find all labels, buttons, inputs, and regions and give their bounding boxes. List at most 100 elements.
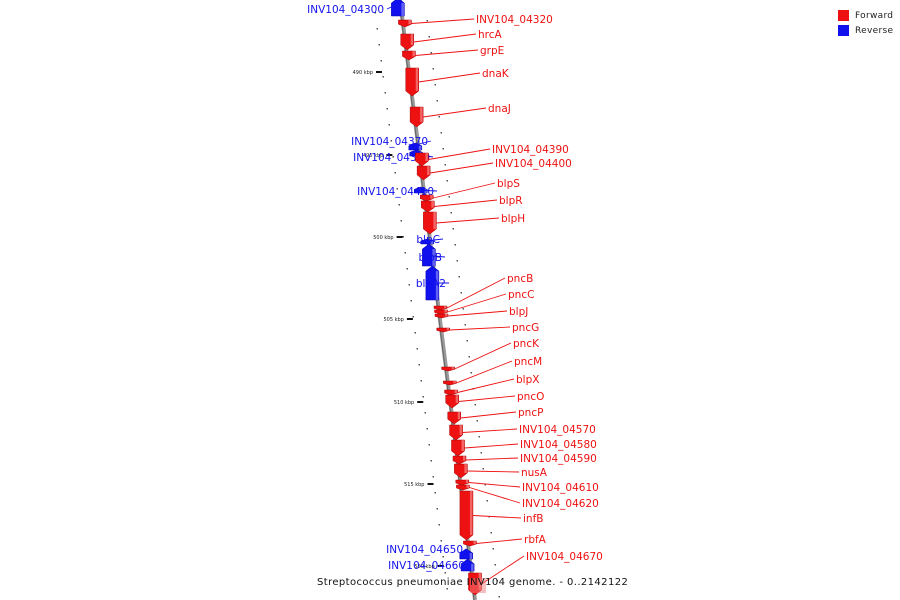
track-tick (490, 532, 492, 534)
scale-label: 515 kbp (404, 482, 424, 488)
gene-arrow (420, 194, 434, 202)
gene-arrow (445, 394, 459, 409)
track-tick (464, 324, 466, 326)
track-tick (446, 588, 448, 590)
track-tick (414, 332, 416, 334)
scale-label: 490 kbp (353, 70, 373, 76)
gene-leader-line (459, 548, 467, 555)
gene-arrow-shade (430, 241, 434, 244)
gene-leader-line (420, 238, 444, 242)
gene-arrow (434, 309, 448, 315)
gene-label: pncB (507, 273, 533, 285)
track-tick (474, 404, 476, 406)
gene-label: rbfA (524, 534, 547, 546)
track-tick (436, 100, 438, 102)
track-tick (462, 308, 464, 310)
gene-leader-line (476, 538, 523, 544)
gene-arrow-shade (466, 485, 469, 488)
track-tick (382, 76, 384, 78)
gene-arrow-shade (433, 212, 436, 229)
track-tick (444, 164, 446, 166)
gene-arrow-shade (459, 425, 463, 435)
gene-arrow-shade (457, 412, 461, 420)
track-tick (442, 148, 444, 150)
gene-arrow-shade (431, 201, 434, 208)
gene-label: INV104_04400 (495, 158, 572, 170)
track-tick (402, 236, 404, 238)
track-tick (494, 564, 496, 566)
track-tick (432, 68, 434, 70)
gene-arrow-shade (430, 195, 433, 199)
legend-reverse-label: Reverse (855, 25, 894, 36)
gene-arrow (415, 152, 429, 167)
gene-arrow (433, 305, 448, 311)
track-tick (498, 596, 500, 598)
gene-arrow (422, 243, 436, 267)
gene-label: pncP (518, 407, 543, 419)
legend: Forward Reverse (838, 8, 893, 38)
track-tick (482, 468, 484, 470)
gene-arrow-shade (446, 328, 450, 331)
gene-leader-line (428, 148, 491, 160)
gene-arrow-shade (427, 166, 430, 175)
gene-arrow-shade (451, 367, 455, 370)
gene-arrow-shade (415, 68, 419, 91)
track-tick (450, 212, 452, 214)
gene-leader-line (469, 487, 521, 504)
gene-leader-line (423, 107, 487, 118)
gene-leader-line (411, 18, 475, 24)
gene-arrow (452, 455, 467, 465)
scale-label: 510 kbp (394, 400, 414, 406)
gene-arrow-shade (453, 381, 456, 384)
track-tick (438, 524, 440, 526)
gene-label: hrcA (478, 29, 503, 41)
track-tick (468, 356, 470, 358)
track-tick (428, 36, 430, 38)
track-tick (476, 420, 478, 422)
gene-arrow (391, 0, 405, 17)
gene-leader-line (430, 162, 494, 174)
gene-leader-line (449, 326, 511, 331)
gene-leader-line (386, 6, 392, 10)
gene-arrow-shade (424, 189, 427, 193)
gene-arrow-shade (444, 306, 447, 309)
gene-leader-line (462, 428, 518, 433)
track-tick (378, 44, 380, 46)
track-tick (430, 460, 432, 462)
track-tick (426, 20, 428, 22)
gene-arrow (402, 50, 416, 61)
track-tick (486, 500, 488, 502)
track-tick (384, 92, 386, 94)
track-tick (432, 476, 434, 478)
track-tick (438, 116, 440, 118)
track-tick (394, 172, 396, 174)
gene-label: blpA2 (416, 278, 446, 290)
gene-arrow-shade (463, 456, 466, 461)
track-tick (440, 132, 442, 134)
gene-label: dnaK (482, 68, 510, 80)
gene-label: INV104_04410 (357, 186, 434, 198)
gene-arrow-shade (473, 541, 476, 544)
track-tick (386, 108, 388, 110)
track-tick (426, 428, 428, 430)
gene-leader-line (418, 72, 481, 83)
track-tick (400, 220, 402, 222)
gene-leader-line (422, 254, 446, 258)
track-tick (374, 12, 376, 14)
gene-label: INV104_04380 (353, 152, 430, 164)
gene-label: INV104_04300 (307, 4, 384, 16)
gene-arrow-shade (445, 314, 448, 317)
track-tick (442, 556, 444, 558)
track-tick (460, 292, 462, 294)
gene-arrow (421, 200, 435, 213)
track-tick (422, 396, 424, 398)
gene-label: INV104_04570 (519, 424, 596, 436)
gene-label: INV104_04670 (526, 551, 603, 563)
track-tick (458, 276, 460, 278)
track-tick (430, 52, 432, 54)
scale-label: 495 kbp (363, 153, 383, 159)
gene-label: blpX (516, 374, 539, 386)
gene-label: INV104_04370 (351, 136, 428, 148)
gene-arrow-shade (465, 480, 469, 483)
